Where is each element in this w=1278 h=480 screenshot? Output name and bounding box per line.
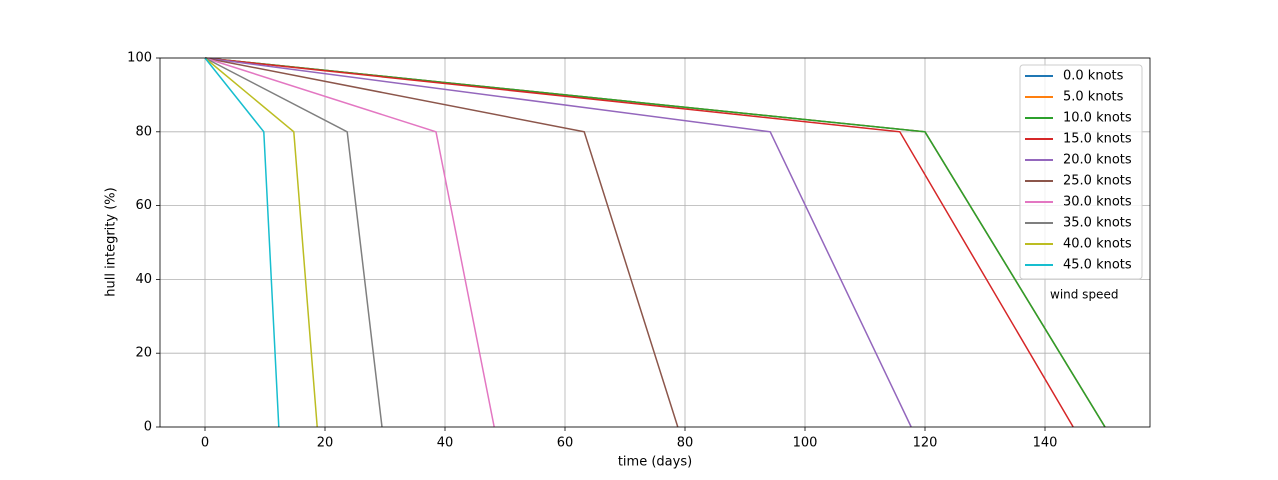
legend-label: 10.0 knots [1063,111,1132,126]
x-tick-label: 120 [913,436,938,451]
x-tick-label: 60 [557,436,574,451]
series-line [204,57,679,428]
y-tick-label: 40 [135,272,152,287]
series-line [204,57,1106,428]
x-tick-label: 140 [1033,436,1058,451]
x-tick-label: 0 [201,436,209,451]
legend-label: 0.0 knots [1063,69,1124,84]
legend: 0.0 knots 5.0 knots 10.0 knots 15.0 knots 20… [1019,64,1143,280]
annotation: wind speed [1050,288,1118,302]
series-line [204,57,318,428]
lines [204,57,1106,428]
y-tick-label: 0 [144,420,152,435]
y-tick-label: 80 [135,124,152,139]
y-axis-label: hull integrity (%) [104,187,119,296]
legend-label: 35.0 knots [1063,216,1132,231]
x-axis-label: time (days) [618,455,692,470]
series-line [204,57,1074,428]
series-line [204,57,495,428]
legend-label: 30.0 knots [1063,195,1132,210]
legend-label: 45.0 knots [1063,258,1132,273]
y-tick-label: 100 [127,51,152,66]
series-line [204,57,280,428]
y-tick-label: 60 [135,198,152,213]
plot-frame [159,57,1151,428]
x-tick-label: 100 [793,436,818,451]
y-tick-label: 20 [135,346,152,361]
x-tick-label: 20 [317,436,334,451]
legend-label: 25.0 knots [1063,174,1132,189]
x-tick-label: 40 [437,436,454,451]
legend-label: 5.0 knots [1063,90,1124,105]
legend-label: 15.0 knots [1063,132,1132,147]
legend-label: 40.0 knots [1063,237,1132,252]
series-line [204,57,912,428]
series-line [204,57,383,428]
series-line [204,57,1106,428]
series-line [204,57,1106,428]
legend-label: 20.0 knots [1063,153,1132,168]
x-tick-label: 80 [677,436,694,451]
